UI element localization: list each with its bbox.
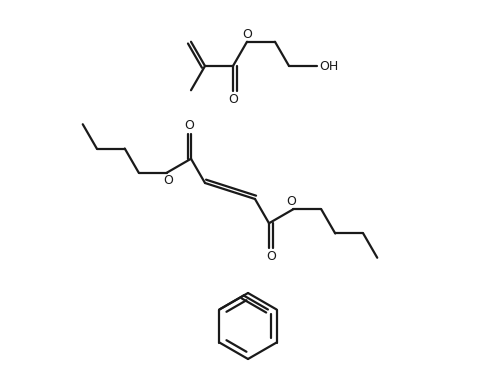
Text: O: O xyxy=(242,28,252,41)
Text: O: O xyxy=(266,250,276,263)
Text: O: O xyxy=(163,174,172,187)
Text: OH: OH xyxy=(319,59,339,72)
Text: O: O xyxy=(184,119,194,132)
Text: O: O xyxy=(228,93,238,106)
Text: O: O xyxy=(286,195,296,208)
